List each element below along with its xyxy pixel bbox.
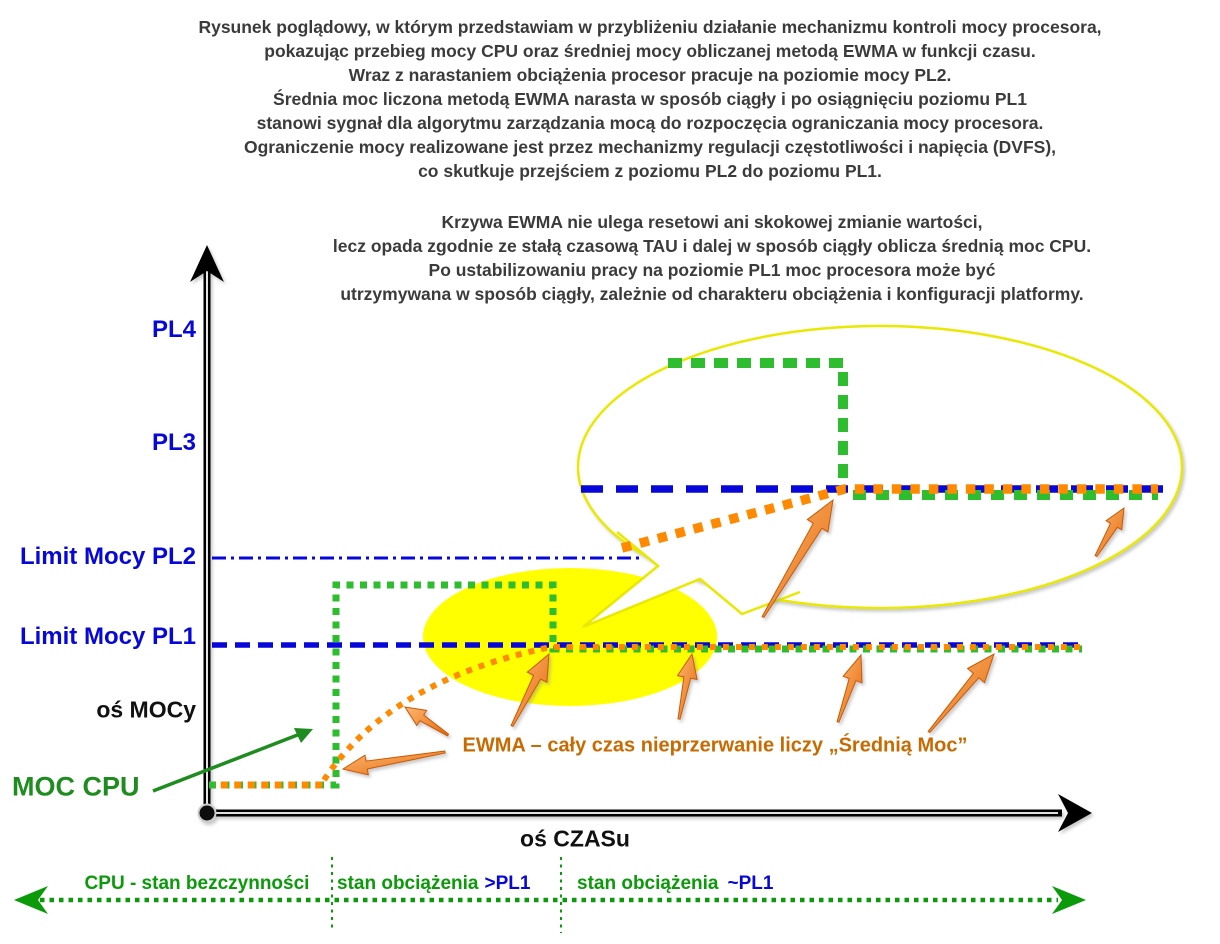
ewma-annotation: EWMA – cały czas nieprzerwanie liczy „Śr… [462,734,968,757]
pl3-label: PL3 [151,429,196,456]
annotation-arrow-icon [927,652,995,734]
annotation-arrow-icon [761,498,834,619]
state-load-steady-level: ~PL1 [727,873,774,894]
pl1-label: Limit Mocy PL1 [19,623,196,650]
cpu-series-label: MOC CPU [12,771,140,802]
timeline-arrowhead-right-icon [1052,886,1086,914]
balloon-tail [582,531,801,629]
pl4-label: PL4 [151,316,196,343]
y-axis-arrowhead-icon [190,245,224,282]
intro-text: Rysunek poglądowy, w którym przedstawiam… [198,17,1102,181]
y-axis-label: oś MOCy [96,696,196,723]
state-load-high: stan obciążenia >PL1 [337,873,530,895]
annotation-arrow-icon [836,653,863,723]
balloon-ellipse [576,324,1184,610]
state-load-high-label: stan obciążenia [337,873,479,894]
state-load-steady-label: stan obciążenia [577,873,719,894]
x-axis-arrowhead-icon [1058,794,1092,832]
annotation-arrow-icon [1094,506,1125,558]
origin-dot [197,803,217,823]
cpu-power-curve [209,581,1082,789]
annotation-arrow-icon [676,652,698,720]
annotation-arrow-icon [403,706,450,737]
magnifier-balloon [576,324,1184,629]
timeline-arrowhead-left-icon [14,886,48,914]
state-idle-label: CPU - stan bezczynności [84,873,310,894]
balloon-ewma-curve [620,484,1158,553]
state-load-steady: stan obciążenia ~PL1 [577,873,773,895]
cpu-pointer-arrow [152,728,313,793]
cpu-pointer-arrowhead-icon [294,728,313,743]
timeline-axis [14,857,1086,933]
annotation-arrows [341,498,1125,776]
balloon-cpu-curve [668,358,848,480]
annotation-arrow-icon [510,652,550,728]
annotation-arrow-icon [341,750,446,776]
ewma-curve [321,644,1083,782]
x-axis-label: oś CZASu [520,825,630,852]
note-text: Krzywa EWMA nie ulega resetowi ani skoko… [332,212,1092,304]
axes [190,245,1092,832]
pl2-label: Limit Mocy PL2 [19,543,196,570]
state-load-high-level: >PL1 [484,873,531,894]
